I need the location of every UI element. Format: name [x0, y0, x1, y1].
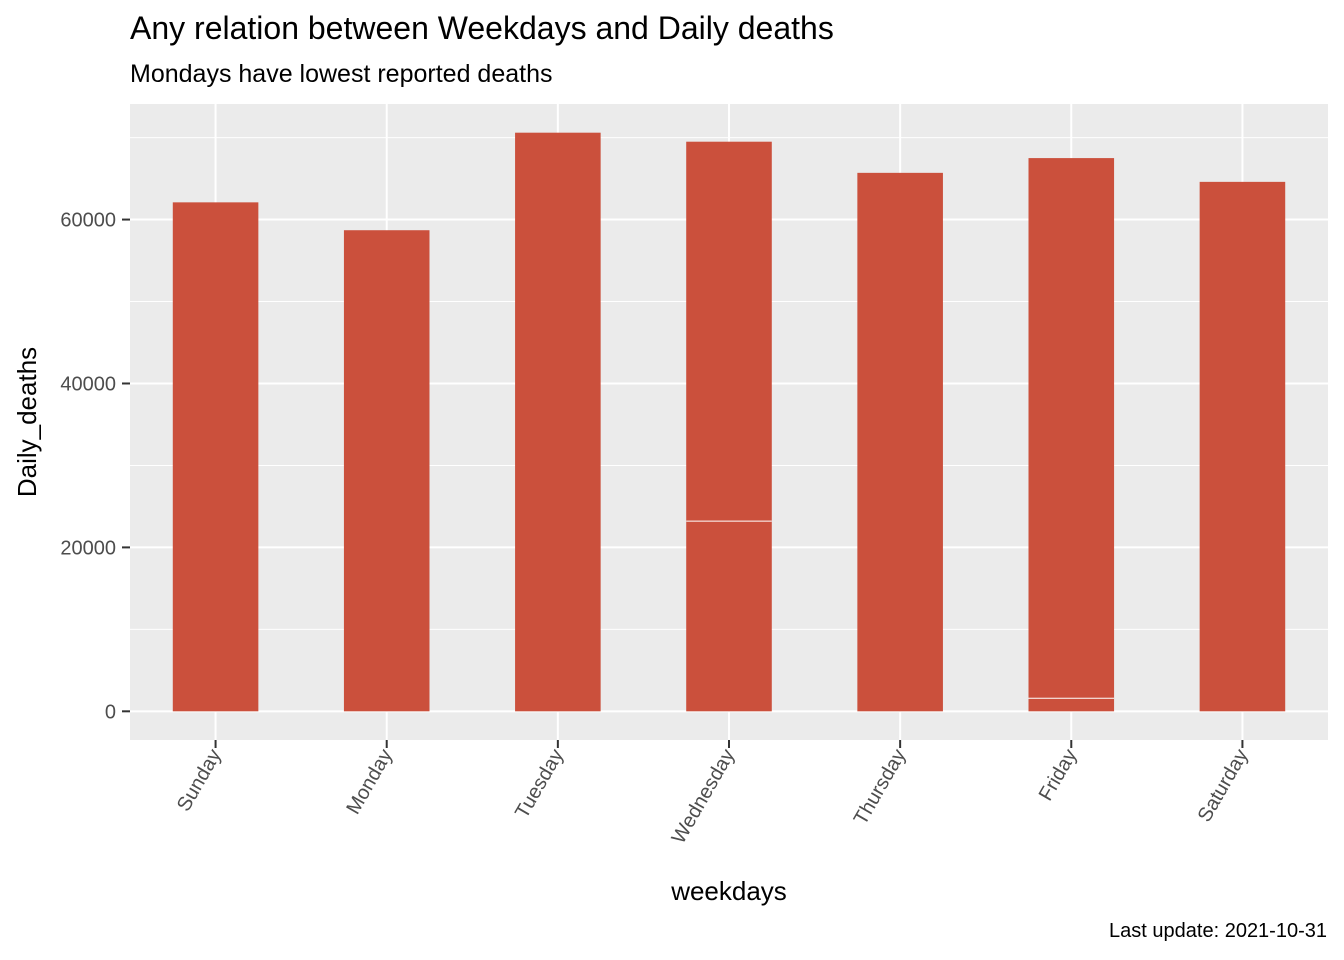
x-axis-title: weekdays	[670, 876, 787, 906]
bar-friday	[1028, 158, 1115, 712]
x-tick-label: Saturday	[1194, 746, 1253, 826]
x-tick-label: Monday	[342, 746, 397, 819]
chart-title: Any relation between Weekdays and Daily …	[130, 10, 834, 46]
x-tick-label: Thursday	[850, 746, 911, 829]
bar-monday	[343, 230, 430, 712]
x-axis: Sunday Monday Tuesday Wednesday Thursday Frid…	[173, 740, 1253, 848]
chart-subtitle: Mondays have lowest reported deaths	[130, 60, 553, 88]
x-tick-label: Wednesday	[668, 746, 740, 848]
x-tick-label: Friday	[1035, 746, 1082, 805]
y-axis-title: Daily_deaths	[12, 347, 42, 497]
bar-wednesday	[686, 141, 772, 712]
bar-thursday	[857, 172, 943, 712]
y-axis: 0 20000 40000 60000	[60, 210, 130, 723]
y-tick-label: 40000	[60, 373, 116, 395]
x-tick-label: Tuesday	[511, 746, 568, 823]
x-tick-label: Sunday	[173, 746, 226, 816]
bar-sunday	[172, 202, 259, 712]
y-tick-label: 0	[105, 701, 116, 723]
bars	[172, 132, 1286, 712]
chart-caption: Last update: 2021-10-31	[1109, 920, 1327, 942]
y-tick-label: 20000	[60, 537, 116, 559]
bar-saturday	[1199, 181, 1286, 712]
bar-tuesday	[515, 132, 601, 712]
y-tick-label: 60000	[60, 210, 116, 232]
